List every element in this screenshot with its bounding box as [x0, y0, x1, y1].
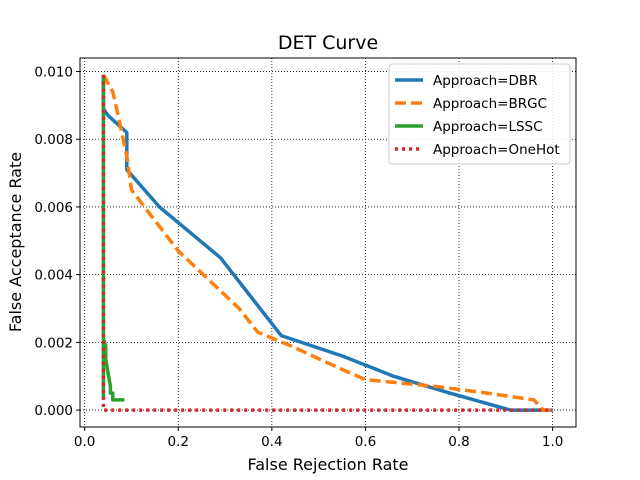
- x-tick-label: 0.4: [261, 434, 282, 450]
- legend-label-brgc: Approach=BRGC: [433, 96, 547, 112]
- y-tick-label: 0.000: [34, 403, 73, 419]
- chart-title: DET Curve: [278, 32, 378, 54]
- legend-label-lssc: Approach=LSSC: [433, 119, 543, 135]
- series-line-brgc: [101, 74, 553, 412]
- y-tick-label: 0.002: [34, 335, 73, 351]
- series-line-dbr: [101, 74, 553, 412]
- y-axis-label: False Acceptance Rate: [6, 152, 25, 332]
- x-axis-label: False Rejection Rate: [248, 455, 409, 474]
- plot-frame: [79, 57, 577, 428]
- legend-box: [388, 63, 571, 165]
- y-tick-label: 0.004: [34, 268, 73, 284]
- y-tick-label: 0.008: [34, 132, 73, 148]
- x-tick-label: 0.2: [168, 434, 189, 450]
- y-tick-label: 0.006: [34, 200, 73, 216]
- legend: Approach=DBR Approach=BRGC Approach=LSSC Ap…: [388, 63, 571, 165]
- series-line-onehot: [101, 74, 553, 412]
- x-tick-label: 0.0: [74, 434, 95, 450]
- legend-label-dbr: Approach=DBR: [433, 73, 538, 89]
- x-tick-label: 0.8: [448, 434, 469, 450]
- axis-ticks: 0.0 0.2 0.4 0.6 0.8 1.0 0.000 0.002 0.004 0.006 0.…: [34, 65, 563, 450]
- series-group: [101, 74, 553, 412]
- y-tick-label: 0.010: [34, 65, 73, 81]
- x-tick-label: 1.0: [542, 434, 563, 450]
- series-line-lssc: [101, 74, 125, 402]
- legend-label-onehot: Approach=OneHot: [433, 142, 560, 158]
- x-tick-label: 0.6: [355, 434, 376, 450]
